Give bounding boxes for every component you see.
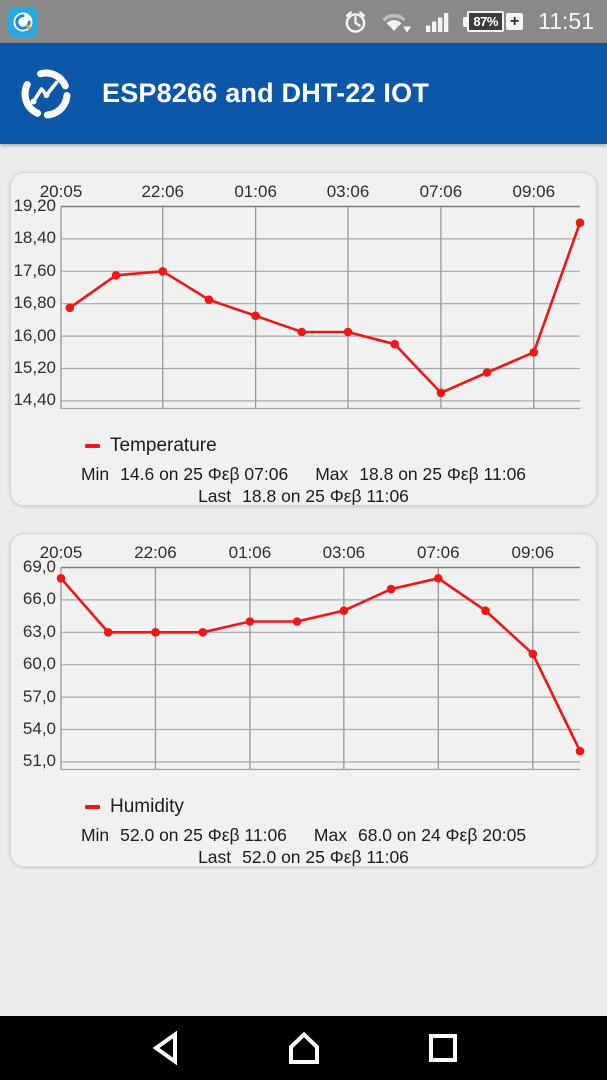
home-icon: [288, 1031, 319, 1064]
battery-cap: [463, 16, 468, 27]
humidity-data-point: [245, 617, 255, 626]
humidity-data-point: [151, 628, 160, 637]
humidity-legend: Humidity: [85, 796, 596, 818]
back-icon: [152, 1030, 177, 1066]
y-axis-tick-label: 16,80: [13, 293, 56, 313]
x-axis-tick-label: 22:06: [141, 182, 184, 201]
temperature-data-point: [529, 348, 539, 357]
status-clock: 11:51: [538, 8, 594, 34]
status-bar-indicators: 87% + 11:51: [343, 8, 594, 35]
x-axis-tick-label: 07:06: [417, 543, 460, 562]
temperature-legend: Temperature: [85, 435, 596, 457]
x-axis-tick-label: 03:06: [326, 182, 370, 201]
y-axis-tick-label: 16,00: [13, 325, 56, 345]
humidity-data-point: [292, 617, 302, 626]
temperature-data-point: [111, 271, 121, 280]
legend-line-swatch: [85, 805, 100, 809]
x-axis-tick-label: 01:06: [228, 543, 272, 562]
temperature-data-point: [204, 295, 214, 304]
humidity-data-point: [386, 584, 396, 594]
x-axis-tick-label: 03:06: [322, 543, 366, 562]
humidity-data-point: [434, 574, 443, 583]
temperature-minmax: Min 14.6 on 25 Φεβ 07:06 Max 18.8 on 25 Φεβ…: [80, 464, 527, 484]
y-axis-tick-label: 63,0: [22, 621, 56, 641]
chart-ring-logo-icon: [21, 69, 71, 118]
temperature-data-point: [297, 327, 307, 337]
x-axis-tick-label: 01:06: [234, 182, 277, 201]
temperature-data-point: [575, 218, 585, 227]
nav-back-button[interactable]: [141, 1026, 189, 1070]
x-axis-tick-label: 20:05: [39, 182, 83, 201]
y-axis-tick-label: 66,0: [22, 589, 56, 609]
humidity-data-point: [339, 606, 349, 615]
page-title: ESP8266 and DHT-22 IOT: [102, 78, 430, 108]
y-axis-tick-label: 14,40: [13, 390, 56, 410]
humidity-data-point: [56, 574, 66, 583]
y-axis-tick-label: 19,20: [13, 196, 56, 215]
x-axis-tick-label: 22:06: [134, 543, 177, 562]
x-axis-tick-label: 07:06: [419, 182, 463, 201]
y-axis-tick-label: 17,60: [13, 260, 56, 280]
battery-charging-icon: +: [506, 13, 524, 30]
humidity-data-point: [103, 628, 113, 637]
temperature-plot: [60, 205, 585, 410]
status-bar-notifications: [8, 6, 38, 37]
status-bar[interactable]: 87% + 11:51: [0, 0, 607, 43]
humidity-data-point: [481, 606, 490, 615]
humidity-data-point: [575, 746, 585, 756]
humidity-data-point: [528, 649, 538, 659]
recents-icon: [428, 1034, 457, 1062]
app-notification-icon: [8, 6, 38, 37]
legend-label: Temperature: [110, 435, 217, 456]
signal-icon: [426, 12, 449, 32]
humidity-card: 20:05 22:06 01:06 03:06 07:06 09:06 69,0 66,0 63…: [10, 533, 597, 867]
nav-recents-button[interactable]: [419, 1026, 467, 1070]
humidity-minmax: Min 52.0 on 25 Φεβ 11:06 Max 68.0 on 24 Φεβ…: [80, 825, 527, 845]
temperature-card: 20:05 22:06 01:06 03:06 07:06 09:06 19,20 18,40…: [10, 172, 597, 506]
legend-line-swatch: [85, 444, 100, 448]
temperature-data-point: [65, 303, 75, 313]
temperature-data-point: [436, 388, 446, 398]
battery-indicator: 87% +: [463, 11, 524, 32]
temperature-last: Last 18.8 on 25 Φεβ 11:06: [198, 486, 409, 506]
humidity-chart[interactable]: 20:05 22:06 01:06 03:06 07:06 09:06 69,0 66,0 63…: [11, 542, 596, 770]
y-axis-tick-label: 57,0: [22, 686, 56, 706]
temperature-data-point: [482, 368, 492, 377]
humidity-data-point: [198, 628, 207, 637]
y-axis-tick-label: 18,40: [13, 228, 56, 248]
temperature-series-line: [69, 222, 582, 395]
humidity-last: Last 52.0 on 25 Φεβ 11:06: [198, 847, 409, 867]
temperature-data-point: [343, 327, 353, 337]
temperature-chart[interactable]: 20:05 22:06 01:06 03:06 07:06 09:06 19,20 18,40…: [11, 181, 596, 409]
content-area: 20:05 22:06 01:06 03:06 07:06 09:06 19,20 18,40…: [0, 144, 607, 867]
nav-home-button[interactable]: [280, 1026, 328, 1070]
wifi-icon: [382, 13, 412, 33]
app-header: ESP8266 and DHT-22 IOT: [0, 43, 607, 144]
y-axis-tick-label: 51,0: [22, 751, 56, 771]
navigation-bar: [0, 1016, 607, 1080]
x-axis-tick-label: 20:05: [39, 543, 83, 562]
temperature-data-point: [158, 267, 167, 276]
x-axis-tick-label: 09:06: [512, 182, 556, 201]
y-axis-tick-label: 60,0: [22, 654, 56, 674]
temperature-data-point: [251, 311, 260, 321]
battery-percent: 87%: [467, 11, 505, 32]
y-axis-tick-label: 15,20: [13, 358, 56, 377]
x-axis-tick-label: 09:06: [511, 543, 555, 562]
legend-label: Humidity: [110, 796, 184, 817]
y-axis-tick-label: 69,0: [22, 557, 56, 576]
humidity-plot: [56, 566, 585, 771]
temperature-data-point: [390, 339, 400, 349]
humidity-series-line: [60, 576, 582, 752]
y-axis-tick-label: 54,0: [22, 719, 56, 738]
alarm-icon: [345, 10, 366, 33]
